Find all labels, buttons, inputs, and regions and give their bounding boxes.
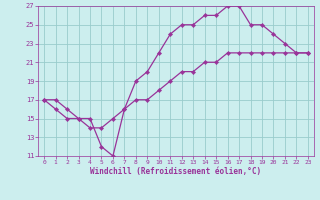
X-axis label: Windchill (Refroidissement éolien,°C): Windchill (Refroidissement éolien,°C): [91, 167, 261, 176]
